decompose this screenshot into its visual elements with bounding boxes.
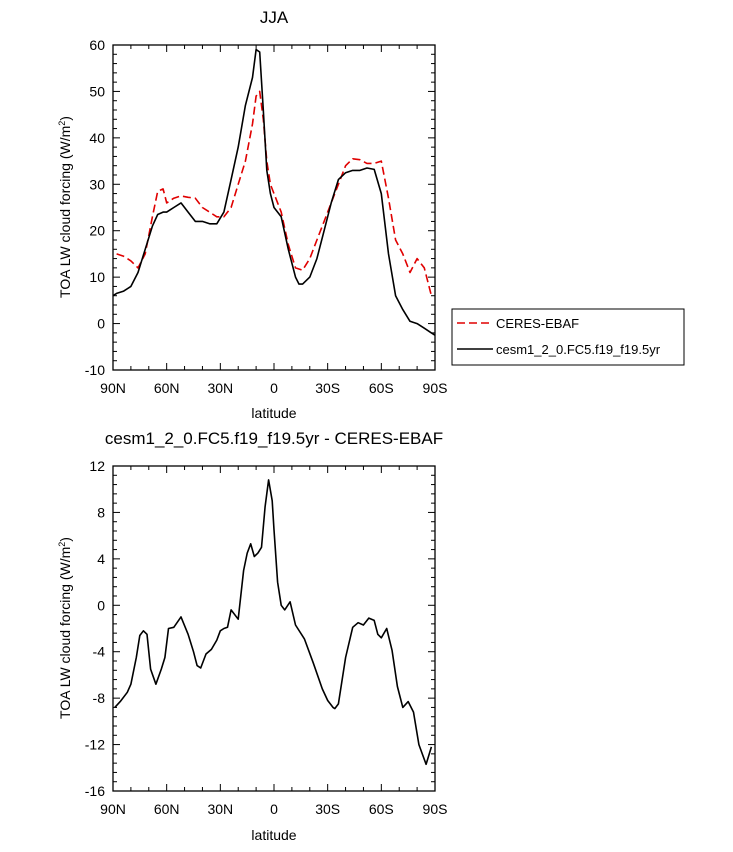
bottom-panel-xlabel: latitude	[251, 827, 296, 843]
bottom-panel-xtick-label: 30N	[207, 801, 233, 817]
bottom-panel-ytick-label: 0	[97, 597, 105, 613]
bottom-panel-ytick-label: 8	[97, 504, 105, 520]
top-panel-xlabel: latitude	[251, 405, 296, 421]
bottom-panel: cesm1_2_0.FC5.f19_f19.5yr - CERES-EBAF 9…	[57, 429, 447, 843]
top-panel-xtick-label: 0	[270, 380, 278, 396]
bottom-panel-xtick-label: 0	[270, 801, 278, 817]
bottom-panel-xtick-label: 60S	[369, 801, 394, 817]
bottom-panel-ytick-label: 4	[97, 551, 105, 567]
bottom-panel-title: cesm1_2_0.FC5.f19_f19.5yr - CERES-EBAF	[105, 429, 443, 448]
top-panel-ytick-label: 10	[89, 269, 105, 285]
legend-label-ceres-ebaf: CERES-EBAF	[496, 316, 579, 331]
top-panel-xtick-label: 60N	[154, 380, 180, 396]
legend-label-cesm: cesm1_2_0.FC5.f19_f19.5yr	[496, 342, 661, 357]
legend: CERES-EBAF cesm1_2_0.FC5.f19_f19.5yr	[451, 308, 685, 366]
top-panel-ytick-label: 40	[89, 130, 105, 146]
top-panel-ytick-label: 30	[89, 176, 105, 192]
bottom-panel-xtick-label: 60N	[154, 801, 180, 817]
top-panel-ytick-label: 20	[89, 223, 105, 239]
top-panel-ytick-label: 0	[97, 316, 105, 332]
bottom-panel-ytick-label: -8	[93, 690, 106, 706]
top-panel-xtick-label: 30N	[207, 380, 233, 396]
top-panel-xtick-label: 90N	[100, 380, 126, 396]
bottom-panel-xtick-label: 90N	[100, 801, 126, 817]
top-panel-ylabel: TOA LW cloud forcing (W/m2)	[57, 116, 73, 298]
legend-box	[451, 308, 685, 366]
top-panel: JJA 90N 60N 30N 0 30S 60S 90S-100102030405060 …	[57, 8, 447, 421]
top-panel-series-ceres-ebaf-line	[116, 90, 433, 296]
top-panel-xtick-label: 90S	[423, 380, 448, 396]
top-panel-xtick-label: 60S	[369, 380, 394, 396]
top-panel-xtick-label: 30S	[315, 380, 340, 396]
bottom-panel-ytick-label: 12	[89, 458, 105, 474]
bottom-panel-ytick-label: -4	[93, 644, 106, 660]
bottom-panel-ytick-label: -16	[85, 783, 105, 799]
top-panel-ytick-label: 50	[89, 83, 105, 99]
top-panel-title: JJA	[260, 8, 289, 27]
top-panel-series-cesm-line	[112, 48, 436, 336]
bottom-panel-ytick-label: -12	[85, 737, 105, 753]
bottom-panel-series-difference-line	[114, 479, 433, 766]
bottom-panel-xtick-label: 90S	[423, 801, 448, 817]
top-panel-ytick-label: -10	[85, 362, 105, 378]
top-panel-ytick-label: 60	[89, 37, 105, 53]
bottom-panel-xtick-label: 30S	[315, 801, 340, 817]
bottom-panel-ylabel: TOA LW cloud forcing (W/m2)	[57, 537, 73, 719]
